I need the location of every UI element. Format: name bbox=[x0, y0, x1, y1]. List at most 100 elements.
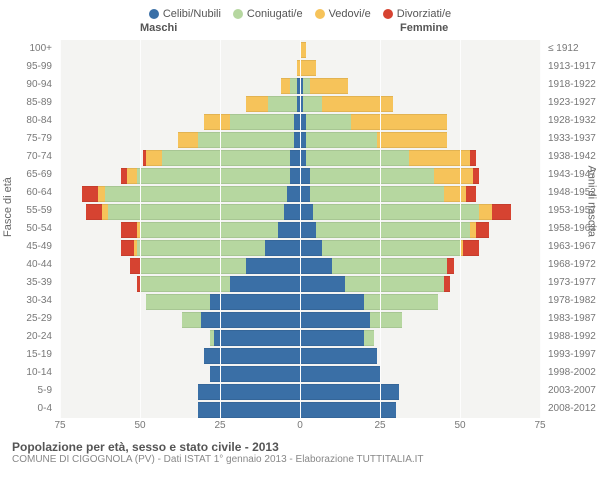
year-label: 1923-1927 bbox=[544, 96, 600, 110]
segment-cel bbox=[300, 240, 322, 256]
segment-ved bbox=[281, 78, 291, 94]
segment-con bbox=[316, 222, 470, 238]
legend-swatch bbox=[315, 9, 325, 19]
male-bar bbox=[60, 294, 300, 308]
population-pyramid bbox=[60, 40, 540, 418]
male-bar bbox=[60, 222, 300, 236]
segment-ved bbox=[204, 114, 230, 130]
female-bar bbox=[300, 96, 540, 110]
legend-item: Divorziati/e bbox=[383, 8, 451, 20]
grid-line bbox=[140, 40, 141, 418]
year-label: 1983-1987 bbox=[544, 312, 600, 326]
segment-ved bbox=[444, 186, 466, 202]
female-bar bbox=[300, 240, 540, 254]
male-bar bbox=[60, 186, 300, 200]
year-label: 1953-1957 bbox=[544, 204, 600, 218]
segment-con bbox=[310, 186, 444, 202]
year-label: 1963-1967 bbox=[544, 240, 600, 254]
male-bar bbox=[60, 330, 300, 344]
segment-con bbox=[140, 222, 278, 238]
segment-con bbox=[322, 240, 460, 256]
segment-div bbox=[86, 204, 102, 220]
segment-con bbox=[137, 168, 291, 184]
segment-cel bbox=[287, 186, 300, 202]
male-bar bbox=[60, 78, 300, 92]
age-label: 15-19 bbox=[0, 348, 56, 362]
age-label: 50-54 bbox=[0, 222, 56, 236]
female-bar bbox=[300, 258, 540, 272]
year-label: 1918-1922 bbox=[544, 78, 600, 92]
age-label: 60-64 bbox=[0, 186, 56, 200]
segment-con bbox=[364, 330, 374, 346]
legend-label: Celibi/Nubili bbox=[163, 8, 221, 20]
age-labels: 0-45-910-1415-1920-2425-2930-3435-3940-4… bbox=[0, 40, 56, 418]
segment-cel bbox=[300, 222, 316, 238]
segment-cel bbox=[300, 330, 364, 346]
x-tick: 75 bbox=[534, 420, 545, 431]
female-bar bbox=[300, 366, 540, 380]
segment-ved bbox=[434, 168, 472, 184]
segment-cel bbox=[214, 330, 300, 346]
segment-con bbox=[370, 312, 402, 328]
segment-con bbox=[364, 294, 438, 310]
segment-cel bbox=[300, 204, 313, 220]
male-bar bbox=[60, 276, 300, 290]
age-label: 40-44 bbox=[0, 258, 56, 272]
segment-cel bbox=[230, 276, 300, 292]
segment-div bbox=[121, 240, 134, 256]
grid-line bbox=[460, 40, 461, 418]
header-female: Femmine bbox=[400, 22, 448, 34]
legend-item: Coniugati/e bbox=[233, 8, 303, 20]
female-bar bbox=[300, 312, 540, 326]
segment-cel bbox=[210, 294, 300, 310]
segment-cel bbox=[246, 258, 300, 274]
female-bar bbox=[300, 132, 540, 146]
segment-con bbox=[310, 168, 435, 184]
caption-subtitle: COMUNE DI CIGOGNOLA (PV) - Dati ISTAT 1°… bbox=[12, 454, 588, 465]
male-bar bbox=[60, 384, 300, 398]
segment-ved bbox=[479, 204, 492, 220]
female-bar bbox=[300, 78, 540, 92]
age-label: 100+ bbox=[0, 42, 56, 56]
header-male: Maschi bbox=[140, 22, 177, 34]
segment-div bbox=[444, 276, 450, 292]
legend-label: Vedovi/e bbox=[329, 8, 371, 20]
year-label: 1973-1977 bbox=[544, 276, 600, 290]
year-label: 1928-1932 bbox=[544, 114, 600, 128]
year-labels: 2008-20122003-20071998-20021993-19971988… bbox=[544, 40, 600, 418]
age-label: 10-14 bbox=[0, 366, 56, 380]
segment-con bbox=[332, 258, 447, 274]
x-tick: 50 bbox=[134, 420, 145, 431]
age-label: 75-79 bbox=[0, 132, 56, 146]
segment-ved bbox=[127, 168, 137, 184]
male-bar bbox=[60, 168, 300, 182]
year-label: 1938-1942 bbox=[544, 150, 600, 164]
segment-cel bbox=[300, 348, 377, 364]
segment-cel bbox=[300, 402, 396, 418]
segment-con bbox=[230, 114, 294, 130]
gender-headers: Maschi Femmine bbox=[0, 22, 600, 40]
segment-cel bbox=[300, 276, 345, 292]
year-label: 1968-1972 bbox=[544, 258, 600, 272]
x-tick: 50 bbox=[454, 420, 465, 431]
segment-div bbox=[476, 222, 489, 238]
year-label: 1948-1952 bbox=[544, 186, 600, 200]
female-bar bbox=[300, 204, 540, 218]
female-bar bbox=[300, 60, 540, 74]
age-label: 70-74 bbox=[0, 150, 56, 164]
female-bar bbox=[300, 42, 540, 56]
female-bar bbox=[300, 168, 540, 182]
male-bar bbox=[60, 366, 300, 380]
male-bar bbox=[60, 150, 300, 164]
age-label: 90-94 bbox=[0, 78, 56, 92]
female-bar bbox=[300, 294, 540, 308]
age-label: 85-89 bbox=[0, 96, 56, 110]
segment-div bbox=[121, 222, 137, 238]
segment-ved bbox=[246, 96, 268, 112]
segment-cel bbox=[300, 312, 370, 328]
legend: Celibi/Nubili Coniugati/e Vedovi/e Divorzia… bbox=[0, 0, 600, 22]
segment-cel bbox=[198, 402, 300, 418]
segment-cel bbox=[265, 240, 300, 256]
segment-con bbox=[140, 258, 246, 274]
segment-cel bbox=[300, 294, 364, 310]
